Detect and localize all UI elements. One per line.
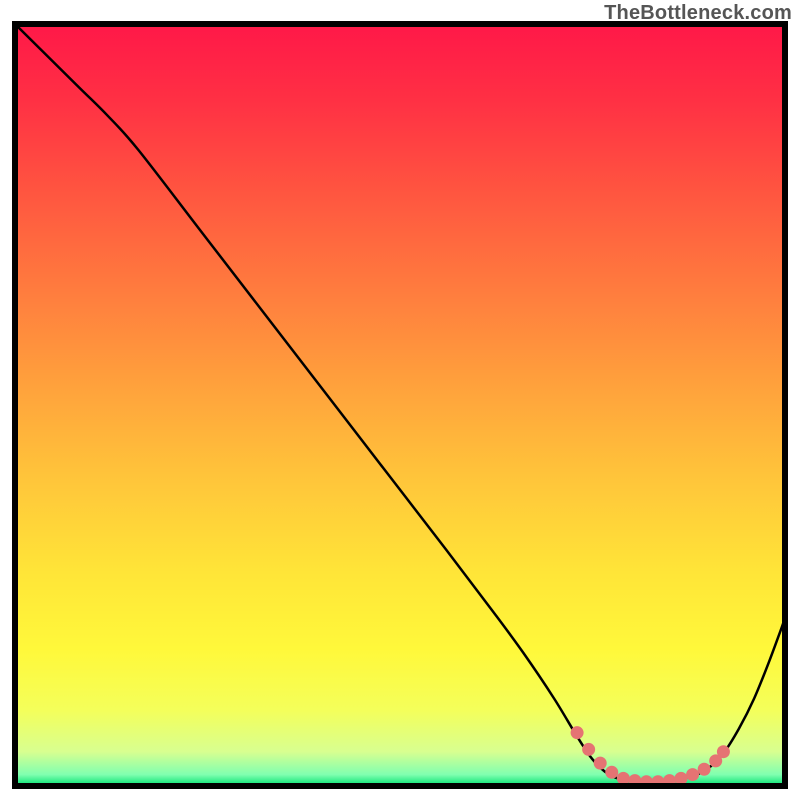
optimal-range-marker <box>717 745 730 758</box>
optimal-range-marker <box>675 772 688 785</box>
optimal-range-marker <box>571 726 584 739</box>
chart-container: TheBottleneck.com <box>0 0 800 800</box>
optimal-range-marker <box>617 772 630 785</box>
optimal-range-marker <box>605 766 618 779</box>
optimal-range-marker <box>594 757 607 770</box>
chart-background <box>15 24 785 786</box>
optimal-range-marker <box>698 763 711 776</box>
optimal-range-marker <box>582 743 595 756</box>
optimal-range-marker <box>686 768 699 781</box>
bottleneck-chart <box>0 0 800 800</box>
watermark-text: TheBottleneck.com <box>604 2 792 25</box>
